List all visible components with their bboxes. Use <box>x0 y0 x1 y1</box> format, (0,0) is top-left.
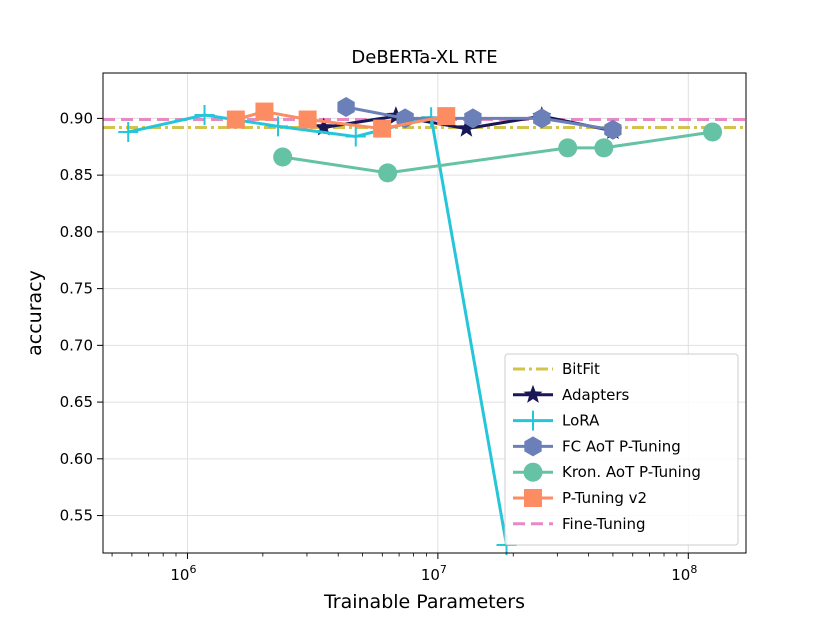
y-tick-label: 0.75 <box>60 280 93 298</box>
legend: BitFit Adapters LoRA FC AoT P-Tuning Kron. A… <box>504 353 739 546</box>
kron-aot-p-tuning-point <box>703 122 723 142</box>
y-tick-label: 0.90 <box>60 109 93 127</box>
legend-label: P-Tuning v2 <box>562 489 647 507</box>
legend-item-p-tuning-v2: P-Tuning v2 <box>513 489 647 507</box>
legend-marker <box>524 489 542 507</box>
y-axis-label: accuracy <box>24 270 46 356</box>
legend-item-fc-aot-p-tuning: FC AoT P-Tuning <box>513 436 681 457</box>
series <box>118 97 723 556</box>
legend-marker <box>523 384 543 403</box>
y-tick-label: 0.70 <box>60 336 93 354</box>
p-tuning-v2-point <box>255 102 274 121</box>
p-tuning-v2-point <box>298 110 317 129</box>
y-tick-label: 0.55 <box>60 507 93 525</box>
p-tuning-v2-point <box>373 119 392 138</box>
legend-marker <box>523 410 543 431</box>
legend-label: Fine-Tuning <box>562 515 646 533</box>
lora-point <box>118 122 139 143</box>
x-tick-label: 107 <box>421 563 447 584</box>
kron-aot-p-tuning-series <box>273 122 723 183</box>
lora-point <box>194 104 215 125</box>
x-tick-label: 106 <box>170 563 196 584</box>
reference-lines <box>103 118 746 129</box>
x-axis-label: Trainable Parameters <box>323 591 525 613</box>
chart-title: DeBERTa-XL RTE <box>351 47 497 68</box>
legend-label: FC AoT P-Tuning <box>562 437 681 455</box>
p-tuning-v2-point <box>226 110 245 129</box>
fc-aot-p-tuning-point <box>604 119 622 140</box>
legend-label: LoRA <box>562 412 600 430</box>
lora-line <box>127 113 509 546</box>
y-axis: 0.55 0.60 0.65 0.70 0.75 0.80 0.85 0.90 <box>60 109 103 525</box>
kron-aot-p-tuning-point <box>273 147 293 167</box>
legend-item-bitfit: BitFit <box>513 360 600 378</box>
fc-aot-p-tuning-point <box>533 108 551 129</box>
legend-label: Kron. AoT P-Tuning <box>562 463 701 481</box>
x-tick-label: 108 <box>671 563 697 584</box>
kron-aot-p-tuning-point <box>558 138 578 158</box>
lora-point <box>268 116 289 137</box>
y-tick-label: 0.80 <box>60 223 93 241</box>
legend-item-kron-aot-p-tuning: Kron. AoT P-Tuning <box>513 462 701 482</box>
y-tick-label: 0.60 <box>60 450 93 468</box>
legend-item-lora: LoRA <box>513 410 600 431</box>
y-tick-label: 0.65 <box>60 393 93 411</box>
fc-aot-p-tuning-point <box>464 108 482 129</box>
legend-item-adapters: Adapters <box>513 384 630 404</box>
adapters-point <box>314 117 334 136</box>
legend-marker <box>524 436 542 457</box>
legend-item-fine-tuning: Fine-Tuning <box>513 515 646 533</box>
x-axis: 106 107 108 <box>111 553 697 584</box>
legend-label: Adapters <box>562 386 630 404</box>
legend-marker <box>523 462 543 482</box>
kron-aot-p-tuning-point <box>378 163 398 183</box>
y-tick-label: 0.85 <box>60 166 93 184</box>
lora-point <box>345 126 366 147</box>
fc-aot-p-tuning-point <box>337 97 355 118</box>
legend-box <box>504 353 739 546</box>
adapters-point <box>456 118 476 137</box>
fc-aot-p-tuning-series <box>337 97 622 140</box>
kron-aot-p-tuning-point <box>594 138 614 158</box>
legend-label: BitFit <box>562 360 600 378</box>
p-tuning-v2-series <box>226 102 456 138</box>
plot-frame <box>102 72 747 554</box>
p-tuning-v2-point <box>437 107 456 126</box>
